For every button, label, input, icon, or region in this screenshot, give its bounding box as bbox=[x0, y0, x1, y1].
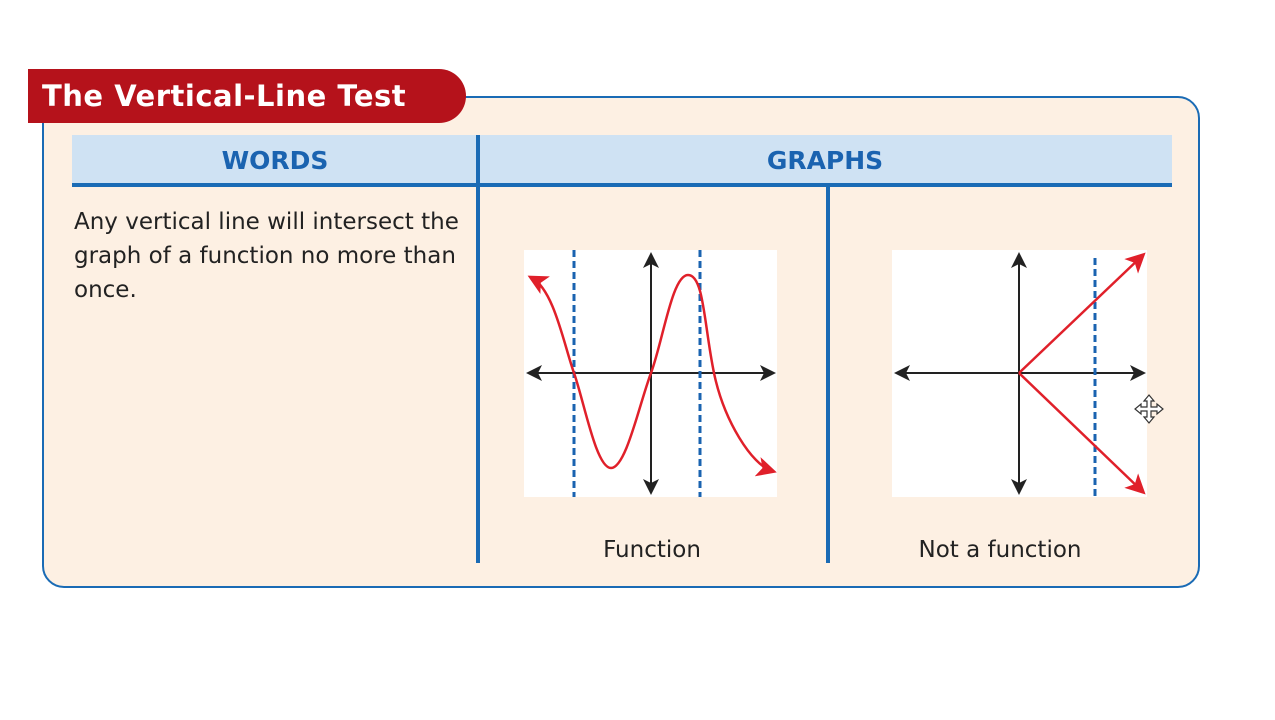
caption-not-function: Not a function bbox=[918, 537, 1082, 563]
table-header: WORDS GRAPHS bbox=[72, 135, 1172, 187]
caption-function: Function bbox=[603, 537, 701, 563]
move-cursor-icon bbox=[1134, 394, 1164, 428]
lower-ray bbox=[1018, 372, 1146, 495]
words-description: Any vertical line will intersect the gra… bbox=[74, 209, 459, 303]
title-banner: The Vertical-Line Test bbox=[28, 69, 466, 123]
header-graphs: GRAPHS bbox=[766, 146, 884, 175]
function-graph bbox=[524, 250, 777, 497]
graph-divider bbox=[826, 187, 830, 563]
upper-ray bbox=[1018, 252, 1146, 374]
column-divider bbox=[476, 135, 480, 563]
header-words: WORDS bbox=[221, 146, 329, 175]
not-function-graph bbox=[892, 250, 1147, 497]
function-curve bbox=[527, 273, 777, 477]
